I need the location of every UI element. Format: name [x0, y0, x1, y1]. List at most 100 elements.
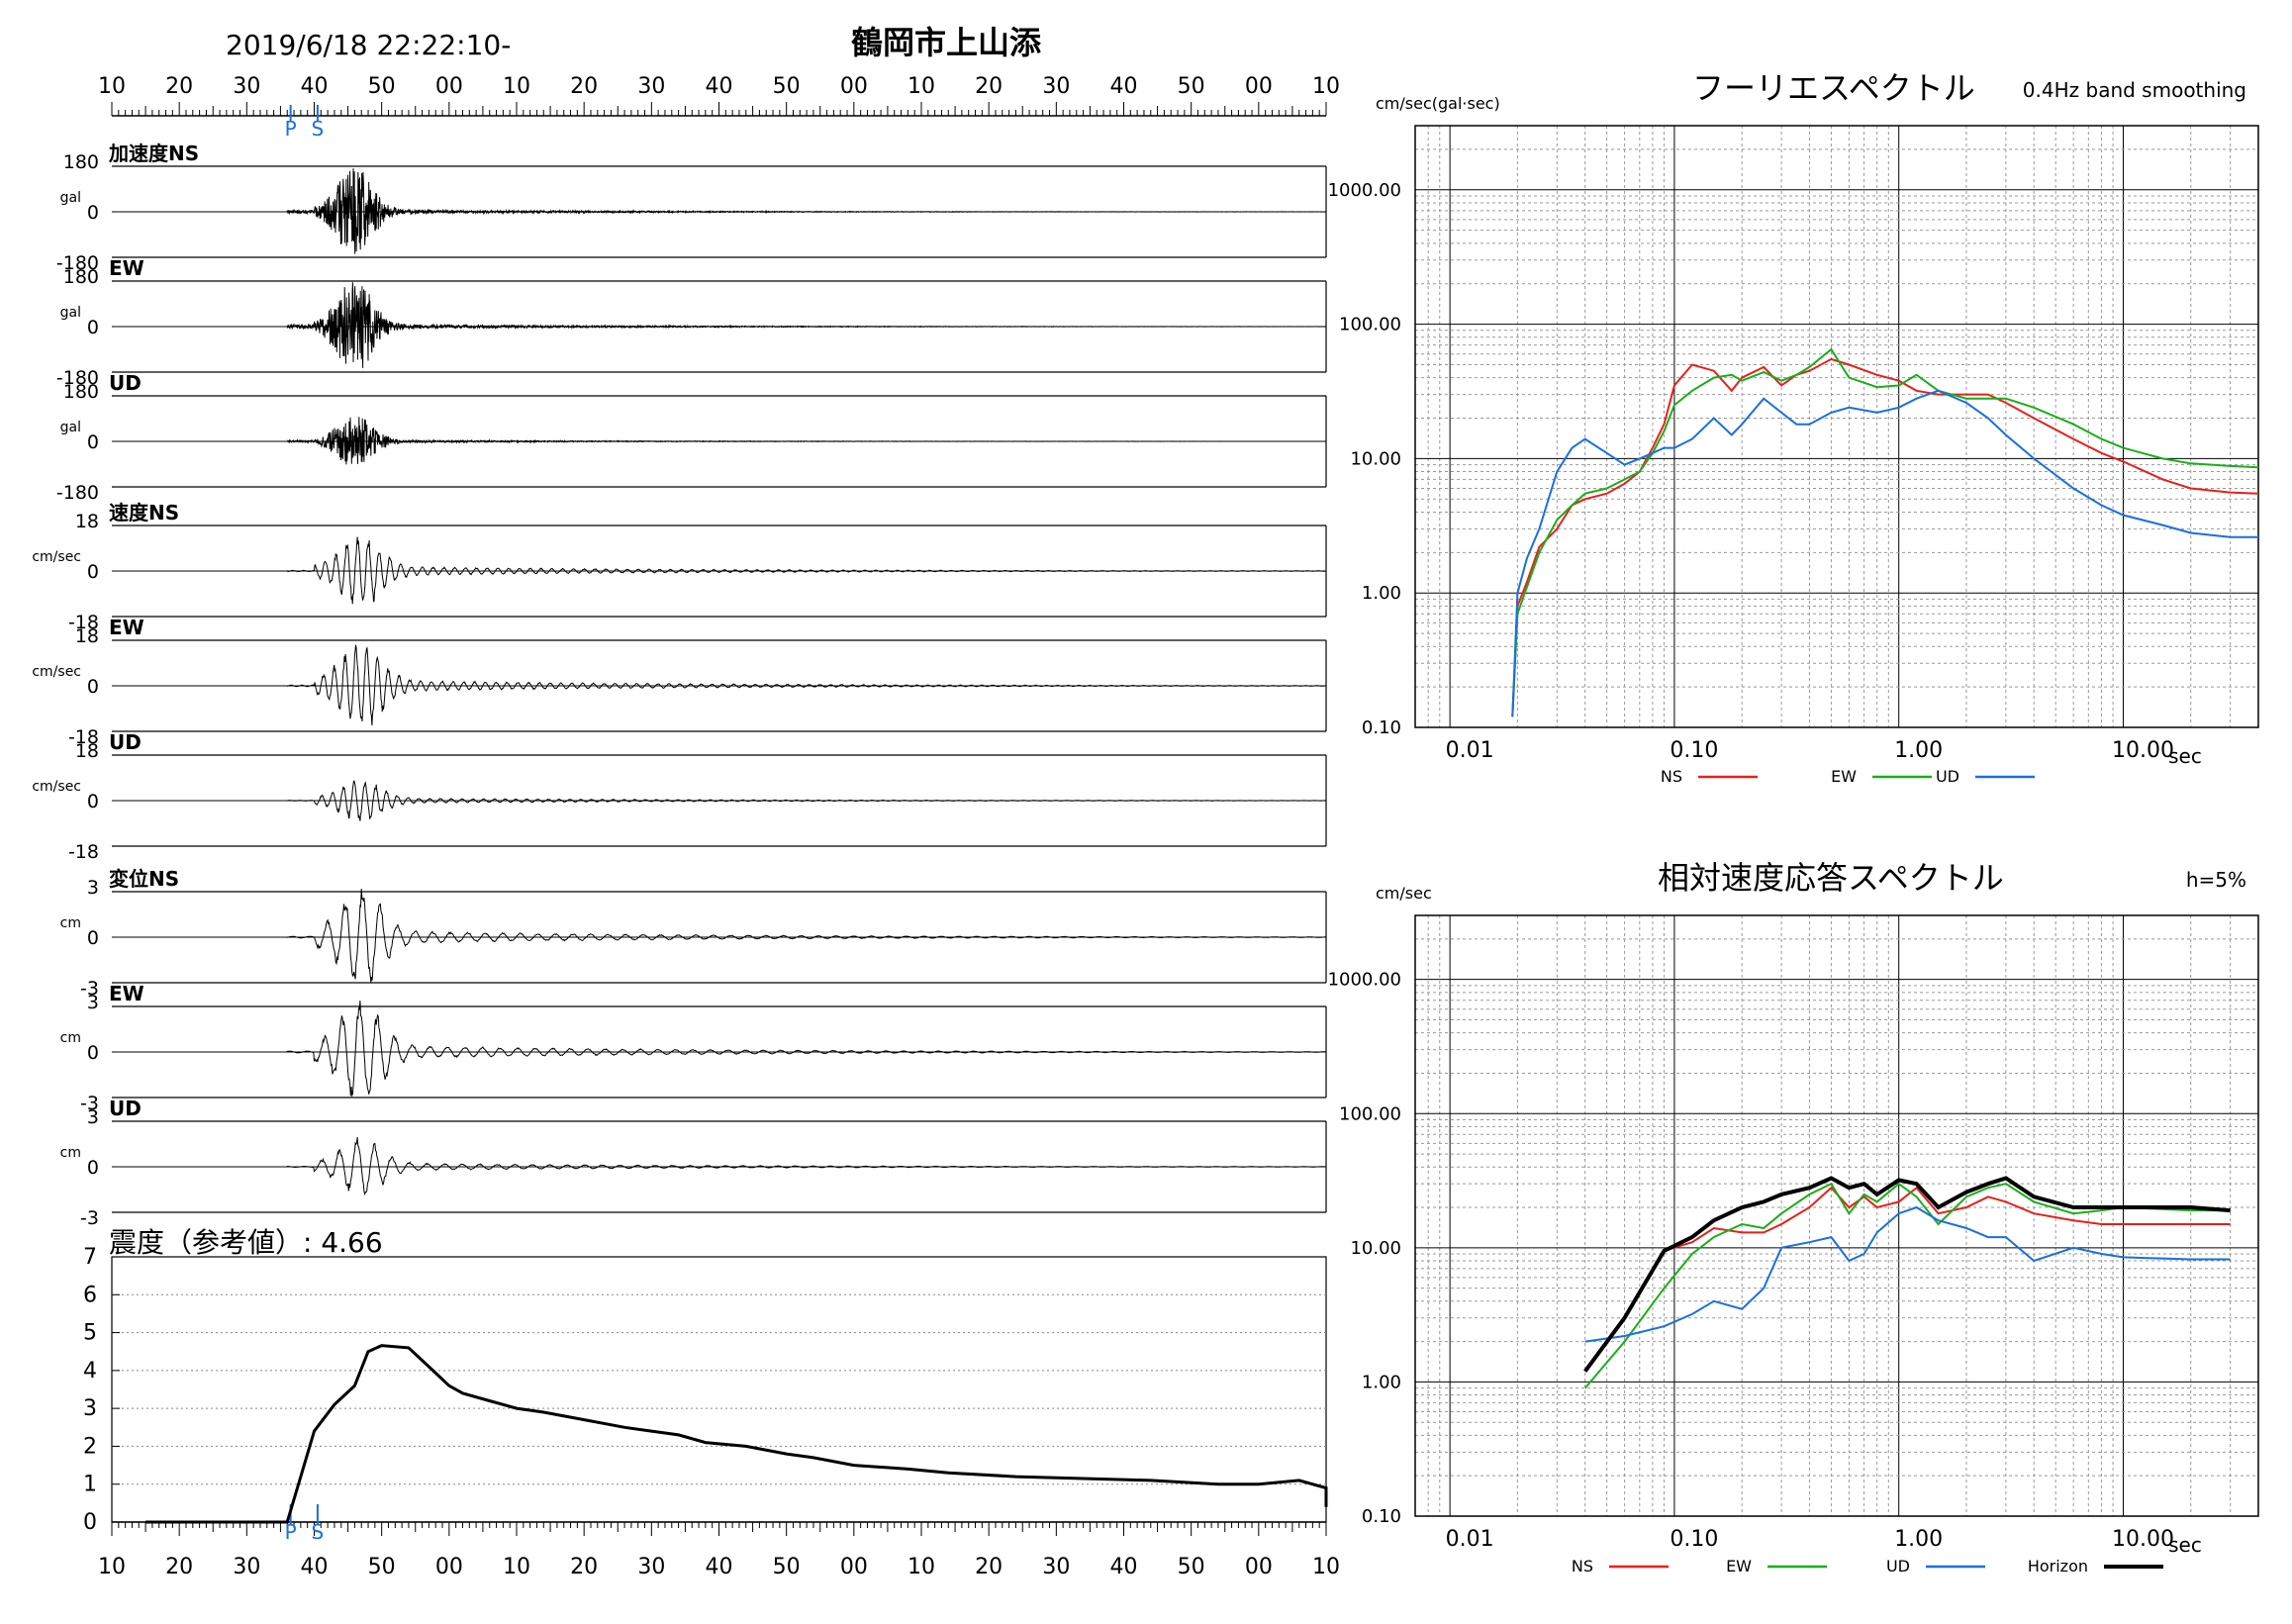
trace-max-label: 18: [75, 625, 99, 647]
trace-zero-label: 0: [87, 1042, 99, 1064]
top-time-tick-label: 10: [98, 74, 126, 99]
waveform-panel: 10 20 30 40 50 00 10 20 30 40 50 00 10 20 30 40 50 00 10P S…: [32, 74, 1340, 1229]
waveform-trace: 180 0 -180 gal EW: [56, 256, 1327, 389]
trace-max-label: 180: [63, 381, 99, 403]
spectrum-y-tick-label: 1000.00: [1328, 970, 1401, 991]
spectrum-x-tick-label: 0.01: [1446, 738, 1494, 763]
spectrum-series-line-ew: [1511, 347, 2259, 717]
trace-channel-label: 速度NS: [109, 501, 179, 525]
trace-zero-label: 0: [87, 1157, 99, 1179]
waveform-trace: 18 0 -18 cm/sec UD: [32, 730, 1327, 863]
spectrum-x-tick-label: 0.01: [1446, 1527, 1494, 1552]
trace-zero-label: 0: [87, 317, 99, 338]
trace-unit-label: cm/sec: [32, 664, 81, 680]
top-time-tick-label: 40: [1110, 74, 1138, 99]
spectrum-series-line-horizon: [1583, 1176, 2231, 1373]
trace-max-label: 18: [75, 740, 99, 762]
bottom-time-tick-label: 50: [1178, 1555, 1205, 1579]
bottom-time-tick-label: 40: [1110, 1555, 1138, 1579]
top-time-tick-label: 20: [975, 74, 1003, 99]
spectrum-subtitle: 0.4Hz band smoothing: [2023, 78, 2246, 102]
waveform-trace: 18 0 -18 cm/sec EW: [32, 616, 1327, 748]
trace-waveform-line: [112, 780, 1326, 821]
top-s-label: S: [312, 117, 325, 141]
spectrum-x-tick-label: 10.00: [2112, 738, 2174, 763]
legend-label-horizon: Horizon: [2028, 1557, 2088, 1576]
bottom-time-tick-label: 10: [907, 1555, 935, 1579]
trace-unit-label: cm/sec: [32, 549, 81, 565]
spectrum-x-tick-label: 0.10: [1670, 738, 1718, 763]
trace-max-label: 3: [87, 1106, 99, 1128]
intensity-title: 震度（参考値）: 4.66: [109, 1226, 383, 1259]
station-name: 鶴岡市上山添: [851, 24, 1042, 61]
trace-waveform-line: [112, 1001, 1327, 1098]
trace-unit-label: gal: [60, 420, 81, 435]
spectrum-subtitle: h=5%: [2186, 868, 2246, 892]
trace-waveform-line: [112, 417, 1326, 465]
intensity-y-label: 5: [83, 1321, 97, 1346]
bottom-time-tick-label: 00: [1245, 1555, 1273, 1579]
trace-channel-label: UD: [109, 371, 142, 395]
spectrum-series-line-ns: [1583, 1186, 2231, 1373]
spectrum-y-tick-label: 0.10: [1362, 717, 1401, 738]
spectrum-y-tick-label: 10.00: [1350, 448, 1401, 469]
trace-channel-label: UD: [109, 730, 142, 754]
spectrum-title: 相対速度応答スペクトル: [1658, 859, 2004, 897]
bottom-time-tick-label: 30: [1042, 1555, 1070, 1579]
bottom-time-tick-label: 50: [773, 1555, 801, 1579]
bottom-time-tick-label: 40: [706, 1555, 733, 1579]
spectrum-y-unit: cm/sec: [1376, 884, 1432, 903]
intensity-y-label: 3: [83, 1396, 97, 1421]
top-time-tick-label: 10: [503, 74, 530, 99]
trace-unit-label: cm/sec: [32, 779, 81, 795]
legend-label-ew: EW: [1726, 1557, 1752, 1576]
fourier-spectrum-panel: フーリエスペクトル 0.4Hz band smoothing cm/sec(gal·…: [1328, 69, 2259, 786]
spectrum-x-tick-label: 1.00: [1894, 1527, 1943, 1552]
trace-min-label: -180: [56, 482, 99, 504]
spectrum-x-tick-label: 0.10: [1670, 1527, 1718, 1552]
spectrum-y-tick-label: 100.00: [1339, 315, 1401, 335]
legend-label-ud: UD: [1886, 1557, 1910, 1576]
intensity-line: [145, 1344, 1328, 1524]
trace-zero-label: 0: [87, 927, 99, 949]
trace-zero-label: 0: [87, 202, 99, 224]
intensity-y-label: 6: [83, 1283, 97, 1307]
spectrum-frame: [1414, 914, 2259, 1517]
trace-min-label: -3: [80, 1207, 99, 1229]
top-time-tick-label: 00: [840, 74, 868, 99]
trace-channel-label: UD: [109, 1097, 142, 1120]
bottom-time-tick-label: 10: [1312, 1555, 1340, 1579]
top-time-tick-label: 30: [637, 74, 665, 99]
trace-unit-label: gal: [60, 305, 81, 321]
waveform-trace: 18 0 -18 cm/sec 速度NS: [32, 501, 1327, 633]
waveform-trace: 180 0 -180 gal UD: [56, 371, 1327, 504]
trace-max-label: 18: [75, 511, 99, 532]
intensity-y-label: 0: [83, 1510, 97, 1535]
spectrum-series-line-ud: [1511, 389, 2258, 717]
bottom-time-tick-label: 50: [368, 1555, 396, 1579]
bottom-time-tick-label: 10: [503, 1555, 530, 1579]
trace-min-label: -180: [56, 367, 99, 389]
intensity-y-label: 7: [83, 1245, 97, 1270]
spectrum-series-line-ns: [1511, 357, 2259, 717]
spectrum-y-tick-label: 10.00: [1350, 1238, 1401, 1259]
bottom-time-tick-label: 30: [637, 1555, 665, 1579]
spectrum-x-tick-label: 10.00: [2112, 1527, 2174, 1552]
trace-waveform-line: [112, 168, 1326, 254]
spectrum-x-unit: sec: [2168, 1533, 2202, 1557]
top-time-tick-label: 20: [165, 74, 193, 99]
trace-zero-label: 0: [87, 431, 99, 453]
trace-min-label: -18: [68, 841, 99, 863]
spectrum-series-line-ud: [1584, 1205, 2231, 1343]
intensity-frame: [111, 1256, 1327, 1523]
top-time-tick-label: 50: [368, 74, 396, 99]
waveform-trace: 180 0 -180 gal 加速度NS: [56, 142, 1327, 274]
top-time-tick-label: 10: [1312, 74, 1340, 99]
trace-waveform-line: [112, 889, 1327, 983]
bottom-s-label: S: [312, 1520, 325, 1544]
bottom-time-tick-label: 20: [975, 1555, 1003, 1579]
top-time-tick-label: 10: [907, 74, 935, 99]
